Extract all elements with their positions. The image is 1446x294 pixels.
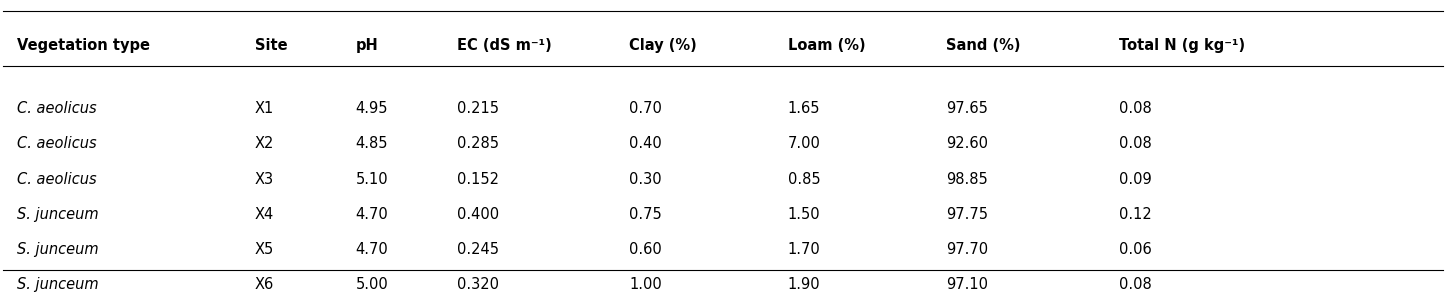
Text: 0.08: 0.08 [1119,136,1152,151]
Text: 1.90: 1.90 [788,278,820,293]
Text: 0.75: 0.75 [629,207,662,222]
Text: S. junceum: S. junceum [17,242,98,257]
Text: X3: X3 [254,172,273,187]
Text: 0.70: 0.70 [629,101,662,116]
Text: 0.06: 0.06 [1119,242,1152,257]
Text: X2: X2 [254,136,275,151]
Text: 0.320: 0.320 [457,278,499,293]
Text: EC (dS m⁻¹): EC (dS m⁻¹) [457,38,551,53]
Text: C. aeolicus: C. aeolicus [17,101,97,116]
Text: 1.70: 1.70 [788,242,820,257]
Text: Sand (%): Sand (%) [946,38,1021,53]
Text: X6: X6 [254,278,275,293]
Text: 4.95: 4.95 [356,101,388,116]
Text: 4.70: 4.70 [356,242,389,257]
Text: 0.08: 0.08 [1119,101,1152,116]
Text: 0.285: 0.285 [457,136,499,151]
Text: 5.00: 5.00 [356,278,389,293]
Text: 97.65: 97.65 [946,101,988,116]
Text: 92.60: 92.60 [946,136,988,151]
Text: 0.152: 0.152 [457,172,499,187]
Text: 0.85: 0.85 [788,172,820,187]
Text: X4: X4 [254,207,275,222]
Text: Clay (%): Clay (%) [629,38,697,53]
Text: 97.70: 97.70 [946,242,989,257]
Text: 0.60: 0.60 [629,242,662,257]
Text: 0.12: 0.12 [1119,207,1152,222]
Text: 0.30: 0.30 [629,172,662,187]
Text: 5.10: 5.10 [356,172,389,187]
Text: 97.10: 97.10 [946,278,988,293]
Text: 0.215: 0.215 [457,101,499,116]
Text: 1.00: 1.00 [629,278,662,293]
Text: 98.85: 98.85 [946,172,988,187]
Text: Vegetation type: Vegetation type [17,38,150,53]
Text: Site: Site [254,38,288,53]
Text: 0.400: 0.400 [457,207,499,222]
Text: X5: X5 [254,242,275,257]
Text: 0.40: 0.40 [629,136,662,151]
Text: C. aeolicus: C. aeolicus [17,172,97,187]
Text: 4.85: 4.85 [356,136,388,151]
Text: C. aeolicus: C. aeolicus [17,136,97,151]
Text: Total N (g kg⁻¹): Total N (g kg⁻¹) [1119,38,1245,53]
Text: 1.50: 1.50 [788,207,820,222]
Text: 0.08: 0.08 [1119,278,1152,293]
Text: 4.70: 4.70 [356,207,389,222]
Text: pH: pH [356,38,379,53]
Text: Loam (%): Loam (%) [788,38,866,53]
Text: 1.65: 1.65 [788,101,820,116]
Text: 97.75: 97.75 [946,207,988,222]
Text: 7.00: 7.00 [788,136,821,151]
Text: S. junceum: S. junceum [17,278,98,293]
Text: S. junceum: S. junceum [17,207,98,222]
Text: X1: X1 [254,101,275,116]
Text: 0.09: 0.09 [1119,172,1152,187]
Text: 0.245: 0.245 [457,242,499,257]
